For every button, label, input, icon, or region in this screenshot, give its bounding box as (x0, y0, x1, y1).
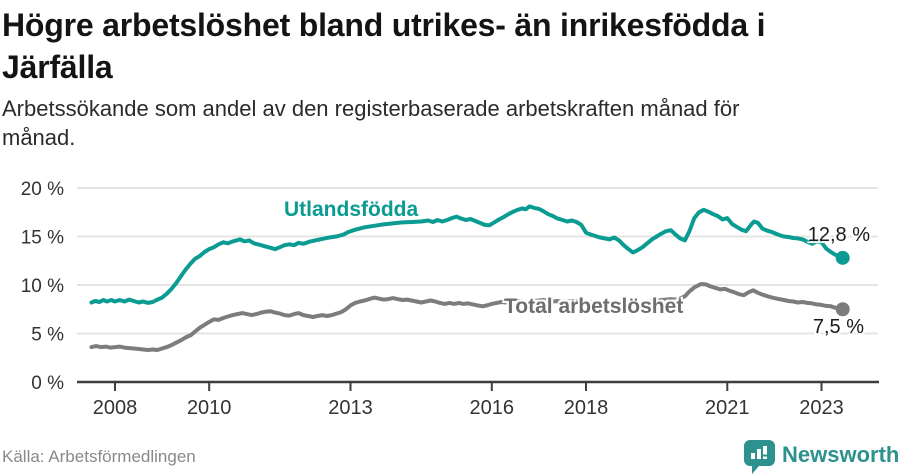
y-tick-label: 10 % (21, 276, 64, 297)
page-subtitle-line2: månad. (2, 125, 76, 150)
page-title-line1: Högre arbetslöshet bland utrikes- än inr… (2, 7, 766, 43)
x-tick-label: 2008 (93, 397, 138, 419)
page-title: Högre arbetslöshet bland utrikes- än inr… (2, 4, 898, 88)
x-tick-label: 2018 (564, 397, 609, 419)
series-line-total-arbetsl-shet (89, 282, 845, 352)
series-label-total-arbetsloshet: Total arbetslöshet (504, 295, 684, 318)
y-tick-label: 20 % (21, 179, 64, 200)
series-end-dot (835, 302, 850, 317)
series-line-utlandsf-dda (89, 204, 845, 305)
x-tick-label: 2023 (799, 397, 844, 419)
x-tick-label: 2021 (705, 397, 750, 419)
y-tick-label: 5 % (31, 325, 64, 346)
page-subtitle-line1: Arbetssökande som andel av den registerb… (2, 96, 740, 121)
end-value-label-utlandsfodda: 12,8 % (807, 224, 870, 246)
brand-name: Newsworthy (782, 442, 900, 467)
y-tick-label: 15 % (21, 228, 64, 249)
end-value-label-total: 7,5 % (812, 316, 864, 338)
newsworthy-icon (744, 440, 775, 474)
series-label-utlandsfodda: Utlandsfödda (284, 198, 419, 221)
x-tick-label: 2016 (470, 397, 515, 419)
y-tick-label: 0 % (31, 373, 64, 394)
page-title-line2: Järfälla (2, 49, 113, 85)
source-note: Källa: Arbetsförmedlingen (2, 447, 196, 466)
x-tick-label: 2010 (187, 397, 232, 419)
x-tick-label: 2013 (328, 397, 373, 419)
series-end-dot (835, 250, 850, 265)
page-subtitle: Arbetssökande som andel av den registerb… (2, 94, 862, 152)
newsworthy-logo[interactable]: Newsworthy (744, 440, 900, 474)
